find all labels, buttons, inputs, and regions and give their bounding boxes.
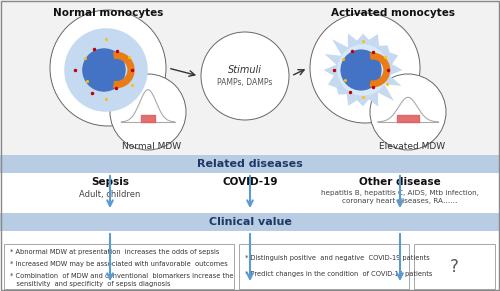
Circle shape: [64, 28, 148, 112]
Text: * Combination  of MDW and conventional  biomarkers increase the
   sensitivity  : * Combination of MDW and conventional bi…: [10, 273, 234, 287]
Text: Normal MDW: Normal MDW: [122, 142, 182, 151]
Text: Elevated MDW: Elevated MDW: [379, 142, 445, 151]
Text: COVID-19: COVID-19: [222, 177, 278, 187]
Text: * Distinguish positive  and negative  COVID-19 patients: * Distinguish positive and negative COVI…: [245, 255, 430, 261]
Text: Stimuli: Stimuli: [228, 65, 262, 75]
Polygon shape: [370, 53, 390, 87]
FancyBboxPatch shape: [239, 244, 409, 289]
Circle shape: [338, 44, 388, 96]
Text: * Increased MDW may be associated with unfavorable  outcomes: * Increased MDW may be associated with u…: [10, 261, 228, 267]
Text: hepatitis B, hepatitis C, AIDS, Mtb infection,
coronary heart diseases, RA……: hepatitis B, hepatitis C, AIDS, Mtb infe…: [321, 190, 479, 204]
Text: PAMPs, DAMPs: PAMPs, DAMPs: [218, 79, 272, 88]
Text: Other disease: Other disease: [359, 177, 441, 187]
Circle shape: [370, 74, 446, 150]
Circle shape: [82, 48, 126, 92]
Text: Adult, children: Adult, children: [80, 190, 140, 199]
Circle shape: [340, 49, 382, 91]
Text: Sepsis: Sepsis: [91, 177, 129, 187]
FancyBboxPatch shape: [0, 231, 500, 291]
Circle shape: [310, 13, 420, 123]
Text: * Predict changes in the condition  of COVID-19 patients: * Predict changes in the condition of CO…: [245, 271, 432, 277]
Circle shape: [50, 10, 166, 126]
FancyBboxPatch shape: [0, 155, 500, 173]
FancyBboxPatch shape: [0, 213, 500, 231]
FancyBboxPatch shape: [4, 244, 234, 289]
Text: ?: ?: [450, 258, 458, 276]
Polygon shape: [324, 33, 402, 107]
Text: Related diseases: Related diseases: [197, 159, 303, 169]
Circle shape: [201, 32, 289, 120]
Text: Clinical value: Clinical value: [208, 217, 292, 227]
Text: Activated monocytes: Activated monocytes: [331, 8, 455, 18]
FancyBboxPatch shape: [0, 0, 500, 155]
Polygon shape: [114, 52, 134, 88]
Text: Normal monocytes: Normal monocytes: [53, 8, 163, 18]
Circle shape: [110, 74, 186, 150]
Text: * Abnormal MDW at presentation  increases the odds of sepsis: * Abnormal MDW at presentation increases…: [10, 249, 220, 255]
FancyBboxPatch shape: [414, 244, 495, 289]
FancyBboxPatch shape: [0, 173, 500, 213]
